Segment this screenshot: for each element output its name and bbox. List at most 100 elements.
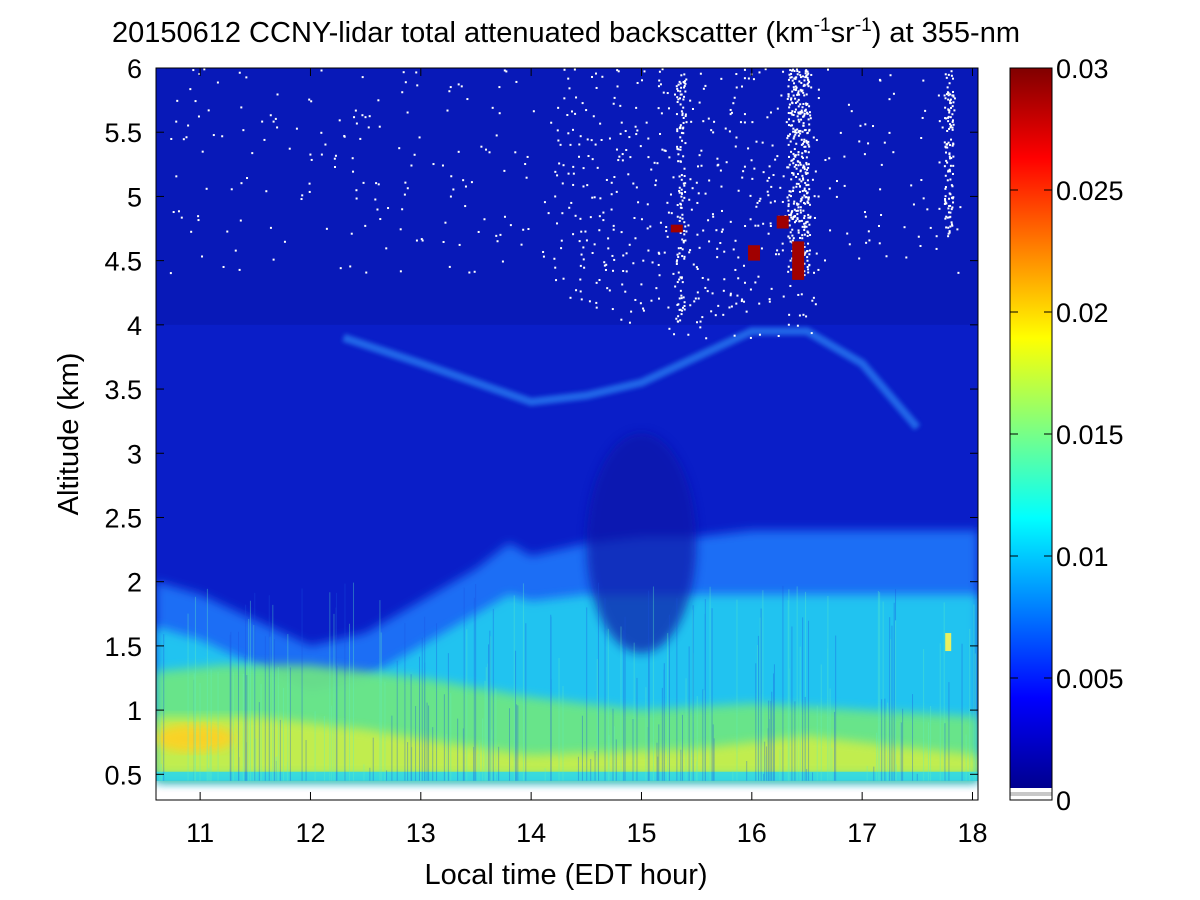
noise-dot — [807, 163, 810, 166]
noise-dot — [698, 246, 701, 249]
noise-dot — [741, 85, 744, 88]
noise-dot — [924, 109, 927, 112]
noise-dot — [680, 276, 683, 279]
noise-dot — [620, 121, 623, 124]
noise-dot — [945, 117, 948, 120]
noise-dot — [787, 95, 790, 98]
noise-dot — [362, 181, 365, 184]
noise-dot — [807, 118, 810, 121]
noise-dot — [283, 240, 286, 243]
noise-dot — [944, 97, 947, 100]
noise-dot — [888, 98, 891, 101]
noise-dot — [787, 93, 790, 96]
noise-dot — [448, 90, 451, 93]
noise-dot — [947, 94, 950, 97]
x-tick-label: 17 — [847, 818, 877, 848]
noise-dot — [848, 243, 851, 246]
noise-dot — [603, 264, 606, 267]
noise-dot — [808, 145, 811, 148]
noise-dot — [627, 173, 630, 176]
noise-dot — [660, 112, 663, 115]
noise-dot — [947, 226, 950, 229]
noise-dot — [799, 112, 802, 115]
noise-dot — [697, 192, 700, 195]
noise-dot — [949, 116, 952, 119]
noise-dot — [729, 108, 732, 111]
noise-dot — [532, 110, 535, 113]
noise-dot — [951, 185, 954, 188]
noise-dot — [796, 213, 799, 216]
noise-dot — [797, 131, 800, 134]
noise-dot — [175, 120, 178, 123]
noise-dot — [806, 191, 809, 194]
noise-dot — [239, 219, 242, 222]
noise-dot — [806, 168, 809, 171]
noise-dot — [180, 216, 183, 219]
noise-dot — [711, 292, 714, 295]
noise-dot — [790, 72, 793, 75]
noise-dot — [556, 174, 559, 177]
noise-dot — [858, 257, 861, 260]
noise-dot — [793, 88, 796, 91]
noise-dot — [917, 235, 920, 238]
noise-dot — [680, 131, 683, 134]
noise-dot — [805, 74, 808, 77]
noise-dot — [802, 178, 805, 181]
noise-dot — [952, 123, 955, 126]
noise-dot — [658, 79, 661, 82]
noise-dot — [682, 126, 685, 129]
noise-dot — [608, 289, 611, 292]
noise-dot — [767, 232, 770, 235]
noise-dot — [678, 252, 681, 255]
noise-dot — [789, 195, 792, 198]
noise-dot — [413, 153, 416, 156]
noise-dot — [659, 132, 662, 135]
noise-dot — [943, 141, 946, 144]
noise-dot — [949, 157, 952, 160]
noise-dot — [655, 179, 658, 182]
noise-dot — [563, 68, 566, 71]
noise-dot — [938, 161, 941, 164]
noise-dot — [679, 216, 682, 219]
noise-dot — [805, 75, 808, 78]
noise-dot — [769, 222, 772, 225]
noise-dot — [947, 170, 950, 173]
noise-dot — [781, 242, 784, 245]
noise-dot — [787, 323, 790, 326]
noise-dot — [735, 136, 738, 139]
noise-dot — [749, 218, 752, 221]
noise-dot — [922, 197, 925, 200]
noise-dot — [827, 68, 830, 71]
noise-dot — [681, 112, 684, 115]
noise-dot — [612, 228, 615, 231]
noise-dot — [697, 297, 700, 300]
noise-dot — [238, 71, 241, 74]
noise-dot — [683, 184, 686, 187]
noise-dot — [843, 184, 846, 187]
noise-dot — [683, 257, 686, 260]
noise-dot — [794, 163, 797, 166]
noise-dot — [797, 153, 800, 156]
noise-dot — [269, 226, 272, 229]
noise-dot — [501, 260, 504, 263]
noise-dot — [794, 108, 797, 111]
y-tick-label: 3 — [127, 439, 142, 469]
noise-dot — [800, 143, 803, 146]
noise-dot — [575, 96, 578, 99]
noise-dot — [677, 83, 680, 86]
noise-dot — [788, 194, 791, 197]
noise-dot — [579, 278, 582, 281]
noise-dot — [333, 166, 336, 169]
noise-dot — [805, 250, 808, 253]
noise-dot — [495, 134, 498, 137]
noise-dot — [789, 284, 792, 287]
noise-dot — [880, 163, 883, 166]
noise-dot — [744, 225, 747, 228]
noise-dot — [803, 112, 806, 115]
noise-dot — [449, 195, 452, 198]
noise-dot — [835, 195, 838, 198]
noise-dot — [473, 270, 476, 273]
noise-dot — [669, 193, 672, 196]
noise-dot — [276, 126, 279, 129]
noise-dot — [269, 114, 272, 117]
